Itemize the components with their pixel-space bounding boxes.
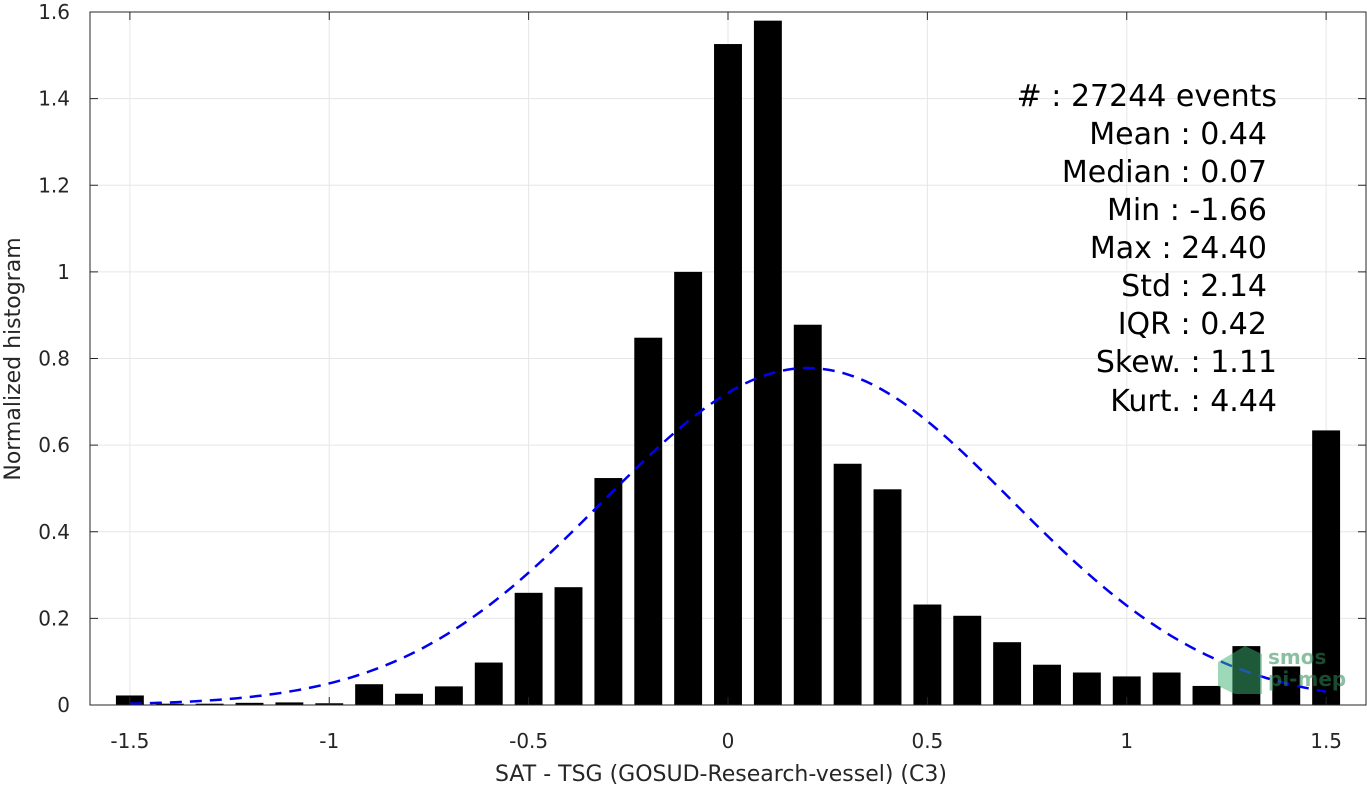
y-axis-ticks: 0 0.2 0.4 0.6 0.8 1 1.2 1.4 1.6 [38, 0, 1366, 717]
stats-iqr: IQR : 0.42 [1118, 307, 1267, 342]
histogram-bar [474, 662, 503, 705]
histogram-bar [275, 702, 304, 705]
y-axis-label: Normalized histogram [1, 237, 26, 480]
y-tick-label: 0 [57, 693, 70, 717]
histogram-bars [115, 20, 1341, 706]
histogram-bar [674, 271, 703, 705]
histogram-bar [594, 478, 623, 705]
stats-box: # : 27244 events Mean : 0.44 Median : 0.… [1017, 79, 1277, 419]
y-tick-label: 1 [57, 260, 70, 284]
x-tick-label: -1.5 [110, 729, 149, 753]
histogram-bar [993, 642, 1022, 705]
x-tick-label: 0.5 [911, 729, 943, 753]
x-axis-label: SAT - TSG (GOSUD-Research-vessel) (C3) [495, 762, 947, 785]
histogram-bar [1192, 685, 1221, 705]
y-tick-label: 0.2 [38, 606, 70, 630]
histogram-bar [395, 693, 423, 705]
x-tick-label: 1.5 [1310, 729, 1342, 753]
watermark-logo: smos pi-mep [1218, 645, 1346, 694]
histogram-bar [873, 489, 902, 705]
histogram-bar [1312, 430, 1341, 705]
x-axis-ticks: -1.5 -1 -0.5 0 0.5 1 1.5 [110, 12, 1342, 753]
histogram-bar [554, 587, 583, 705]
histogram-bar [155, 703, 184, 705]
histogram-bar [714, 44, 742, 705]
stats-mean: Mean : 0.44 [1089, 117, 1267, 152]
y-tick-label: 0.6 [38, 433, 70, 457]
y-tick-label: 0.4 [38, 520, 70, 544]
x-tick-label: 0 [722, 729, 735, 753]
y-tick-label: 0.8 [38, 347, 70, 371]
y-tick-label: 1.2 [38, 173, 70, 197]
histogram-bar [953, 615, 982, 705]
x-tick-label: -0.5 [509, 729, 548, 753]
watermark-line2: pi-mep [1268, 667, 1346, 691]
histogram-bar [634, 337, 663, 705]
histogram-bar [434, 686, 463, 705]
y-tick-label: 1.6 [38, 0, 70, 24]
watermark-line1: smos [1268, 645, 1326, 669]
histogram-bar [1272, 666, 1301, 705]
histogram-bar [1072, 672, 1101, 705]
x-tick-label: -1 [319, 729, 339, 753]
histogram-bar [195, 703, 224, 705]
stats-min: Min : -1.66 [1107, 193, 1267, 228]
stats-kurt: Kurt. : 4.44 [1110, 384, 1277, 419]
normal-fit-curve [129, 366, 1327, 705]
stats-count: # : 27244 events [1017, 79, 1277, 114]
histogram-bar [753, 20, 782, 706]
histogram-bar [913, 604, 942, 705]
x-tick-label: 1 [1120, 729, 1133, 753]
histogram-bar [1033, 664, 1061, 705]
histogram-bar [1152, 672, 1181, 705]
stats-skew: Skew. : 1.11 [1096, 345, 1277, 380]
stats-median: Median : 0.07 [1062, 155, 1267, 190]
histogram-bar [355, 684, 384, 705]
logo-icon [1218, 646, 1262, 694]
y-tick-label: 1.4 [38, 87, 70, 111]
histogram-bar [793, 324, 822, 705]
histogram-bar [235, 702, 264, 705]
stats-max: Max : 24.40 [1090, 231, 1267, 266]
histogram-bar [514, 592, 543, 705]
histogram-bar [833, 463, 862, 705]
stats-std: Std : 2.14 [1121, 269, 1267, 304]
